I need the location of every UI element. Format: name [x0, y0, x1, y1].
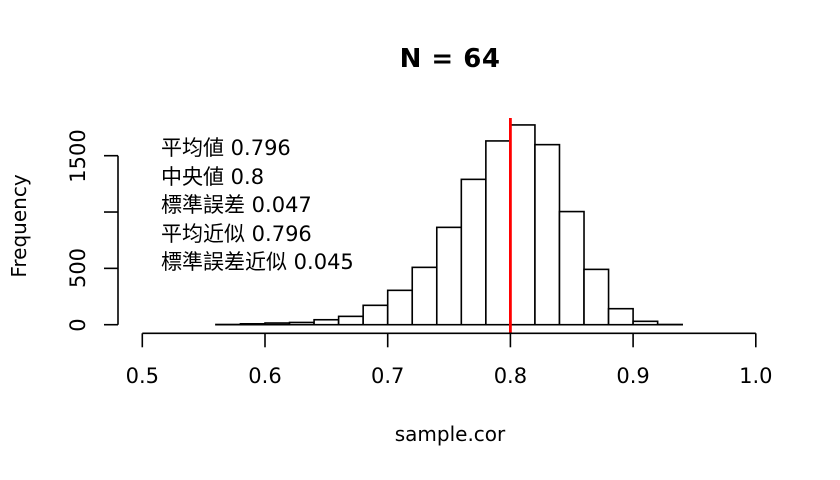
x-axis-label: sample.cor	[394, 422, 506, 446]
annotation-std-error: 標準誤差 0.047	[161, 193, 312, 218]
x-tick-label: 0.7	[370, 364, 405, 388]
chart-title: N = 64	[399, 44, 501, 74]
histogram-bar	[607, 307, 634, 326]
x-tick-label: 0.8	[493, 364, 528, 388]
x-tick-label: 0.6	[248, 364, 282, 388]
histogram-bar	[313, 318, 340, 326]
x-tick-label: 0.9	[616, 364, 650, 388]
y-axis	[104, 154, 119, 326]
histogram-bar	[558, 210, 585, 326]
histogram-bar	[583, 268, 610, 326]
y-axis-label: Frequency	[7, 174, 31, 278]
y-tick-label: 500	[66, 248, 90, 289]
annotation-std-error-approx: 標準誤差近似 0.045	[161, 250, 354, 275]
x-tick-label: 1.0	[739, 364, 773, 388]
annotation-mean-approx: 平均近似 0.796	[161, 221, 312, 246]
histogram-bar	[485, 140, 512, 326]
histogram-bar	[239, 322, 266, 326]
x-axis	[141, 332, 757, 348]
histogram-bar	[264, 322, 291, 326]
histogram-bar	[411, 266, 438, 326]
x-tick-label: 0.5	[125, 364, 159, 388]
y-tick-label: 0	[66, 318, 90, 332]
histogram-bar	[534, 143, 561, 326]
histogram-bar	[509, 124, 536, 326]
annotation-mean: 平均値 0.796	[161, 136, 291, 160]
histogram-bar	[362, 304, 389, 326]
histogram-bar	[460, 178, 487, 326]
histogram-bar	[337, 315, 364, 326]
histogram-bar	[632, 320, 659, 326]
annotation-median: 中央値 0.8	[161, 164, 265, 189]
histogram-bar	[386, 289, 414, 326]
y-tick-label: 1500	[66, 128, 90, 183]
stats-annotation: 平均値 0.796 中央値 0.8 標準誤差 0.047 平均近似 0.796 …	[161, 134, 354, 277]
histogram-bar	[288, 321, 315, 326]
histogram-bar	[435, 226, 463, 326]
